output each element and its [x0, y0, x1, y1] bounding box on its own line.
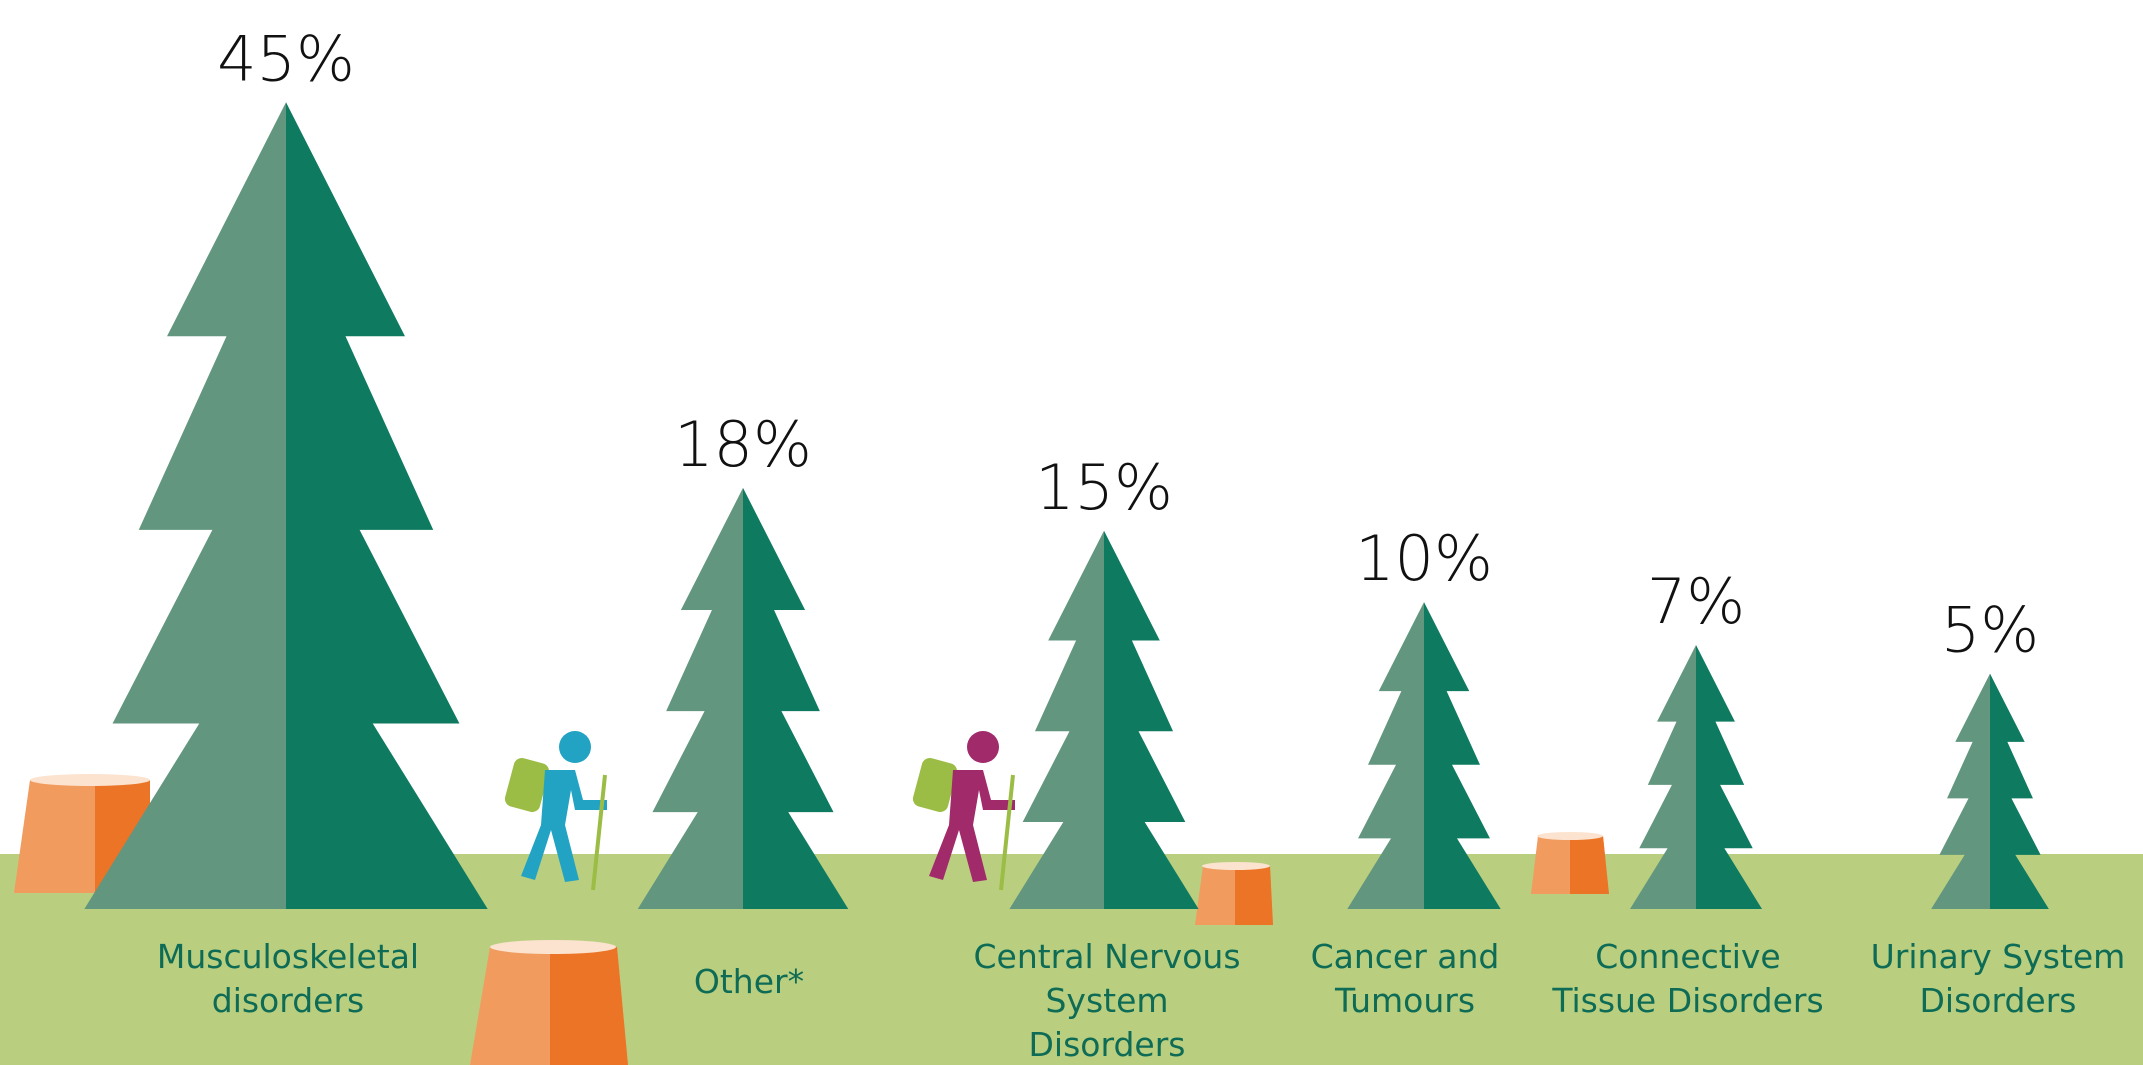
tree-left — [1931, 673, 1990, 909]
tree — [84, 102, 488, 910]
tree-left — [1347, 602, 1424, 909]
stump — [470, 940, 628, 1065]
tree-left — [84, 102, 287, 910]
category-label: Other* — [693, 962, 805, 1001]
value-label: 7% — [1647, 565, 1745, 638]
category-label: Urinary System Disorders — [1870, 937, 2126, 1020]
category-label: Musculoskeletal disorders — [156, 937, 420, 1020]
tree — [1931, 673, 2049, 909]
tree-left — [1009, 530, 1104, 909]
value-label: 10% — [1355, 522, 1493, 595]
tree — [1347, 602, 1501, 909]
tree-left — [1630, 645, 1696, 909]
tree-right — [286, 102, 488, 910]
tree-right — [1104, 530, 1199, 909]
hiker — [912, 731, 1015, 891]
value-label: 5% — [1941, 594, 2039, 667]
stump — [1195, 862, 1273, 925]
category-label: Central Nervous System Disorders — [973, 937, 1241, 1064]
value-label: 45% — [217, 22, 355, 95]
category-label: Cancer and Tumours — [1310, 937, 1500, 1020]
tree-right — [1990, 673, 2049, 909]
tree-right — [1424, 602, 1501, 909]
stump — [1531, 832, 1609, 894]
tree — [1630, 645, 1762, 909]
tree — [1009, 530, 1199, 909]
tree-right — [1696, 645, 1762, 909]
tree-left — [637, 487, 743, 909]
category-label: Connective Tissue Disorders — [1552, 937, 1824, 1020]
value-label: 15% — [1035, 451, 1173, 524]
value-label: 18% — [674, 408, 812, 481]
tree-right — [743, 487, 849, 909]
hiker — [504, 731, 607, 891]
tree — [637, 487, 849, 909]
